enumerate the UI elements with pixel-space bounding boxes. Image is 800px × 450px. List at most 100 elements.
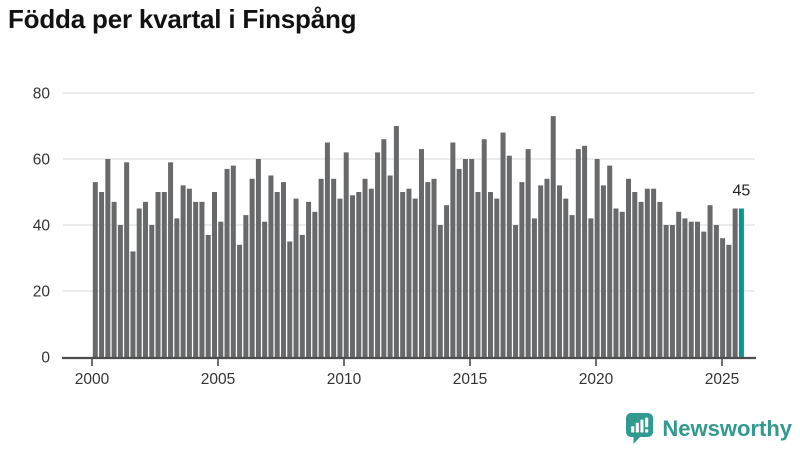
y-tick-label: 40 (33, 218, 51, 235)
bar (375, 152, 381, 357)
bar (306, 201, 312, 357)
highlighted-bar (738, 208, 744, 357)
bar (230, 165, 236, 357)
bar (651, 188, 657, 357)
bar (155, 192, 161, 357)
bar (538, 185, 544, 357)
bar (293, 198, 299, 357)
bar (331, 178, 337, 357)
bar (249, 178, 255, 357)
bar (343, 152, 349, 357)
x-tick-label: 2025 (705, 371, 739, 388)
bar (180, 185, 186, 357)
x-tick-label: 2020 (579, 371, 614, 388)
bar (444, 205, 450, 357)
bar (481, 139, 487, 357)
bar (644, 188, 650, 357)
bar (425, 182, 431, 357)
bar (544, 178, 550, 357)
bar (713, 225, 719, 357)
bar (299, 234, 305, 357)
bar (431, 178, 437, 357)
bar (243, 215, 249, 357)
bar (168, 162, 174, 357)
bar (695, 221, 701, 357)
bar (324, 142, 330, 357)
bar (607, 165, 613, 357)
x-tick-label: 2005 (201, 371, 235, 388)
bar (406, 188, 412, 357)
bar-chart: 0 20 40 60 80 2000 2005 2010 2015 2020 2025 45 (33, 86, 756, 388)
bar (638, 201, 644, 357)
bar (676, 211, 682, 357)
bar (575, 149, 581, 357)
bar (111, 201, 117, 357)
newsworthy-logo-text: Newsworthy (662, 415, 792, 441)
bar (619, 211, 625, 357)
bar (500, 132, 506, 357)
y-tick-label: 80 (33, 86, 51, 103)
bar (199, 201, 205, 357)
bar (337, 198, 343, 357)
bar (557, 185, 562, 357)
bar (475, 192, 481, 357)
bar (174, 218, 180, 357)
bar (387, 175, 393, 357)
bar (224, 168, 230, 357)
bar (525, 149, 531, 357)
bar (362, 178, 368, 357)
bar (412, 198, 418, 357)
x-tick-label: 2010 (327, 371, 362, 388)
newsworthy-icon (626, 413, 654, 444)
y-tick-label: 0 (41, 350, 50, 367)
bar (550, 116, 556, 357)
bar (494, 198, 500, 357)
bar (450, 142, 456, 357)
bar (130, 251, 136, 357)
bar (588, 218, 594, 357)
x-tick-label: 2000 (75, 371, 110, 388)
bar (462, 159, 468, 357)
bar (682, 218, 688, 357)
bar (262, 221, 268, 357)
bar (594, 159, 600, 357)
bar (519, 182, 525, 357)
bar (531, 218, 537, 357)
bar (92, 182, 98, 357)
bar (707, 205, 713, 357)
bar (124, 162, 130, 357)
bar (626, 178, 631, 357)
bar (211, 192, 217, 357)
bar (193, 201, 199, 357)
bar (255, 159, 261, 357)
bar (657, 201, 663, 357)
bar (237, 244, 243, 357)
bar (569, 215, 575, 357)
bar (280, 182, 286, 357)
bar (99, 192, 105, 357)
bar (456, 168, 462, 357)
bar (356, 192, 362, 357)
latest-value-label: 45 (733, 183, 751, 200)
bar (268, 175, 274, 357)
bar (669, 225, 675, 357)
bar (469, 159, 475, 357)
chart-title: Födda per kvartal i Finspång (8, 4, 357, 34)
bar (117, 225, 123, 357)
bar (513, 225, 519, 357)
bar (142, 201, 148, 357)
bar (419, 149, 424, 357)
bar (437, 225, 443, 357)
newsworthy-logo: Newsworthy (625, 412, 792, 445)
x-tick-label: 2015 (453, 371, 487, 388)
bar (613, 208, 619, 357)
bar (600, 185, 606, 357)
bar (563, 198, 569, 357)
bar (161, 192, 167, 357)
bar (701, 231, 707, 357)
bar (349, 195, 355, 357)
bar (400, 192, 406, 357)
bar (488, 192, 493, 357)
bar (732, 208, 738, 357)
bar (720, 238, 726, 357)
